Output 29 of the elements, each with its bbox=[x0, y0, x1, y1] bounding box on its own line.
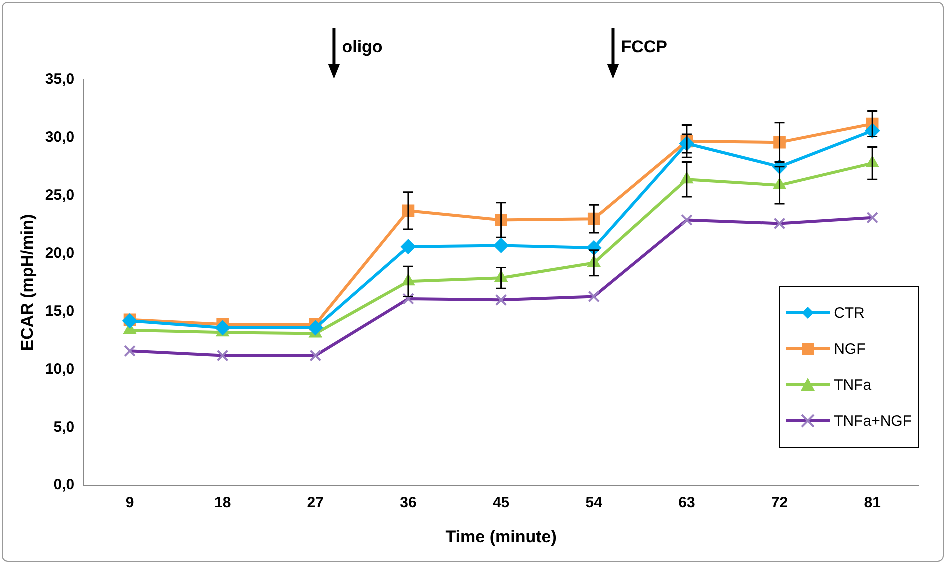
x-tick-label: 9 bbox=[126, 494, 134, 512]
legend-label: TNFa+NGF bbox=[834, 412, 912, 430]
y-tick-label: 5,0 bbox=[54, 418, 75, 436]
x-axis-title: Time (minute) bbox=[446, 527, 557, 546]
x-tick-label: 45 bbox=[492, 494, 510, 512]
y-tick-label: 25,0 bbox=[45, 187, 75, 204]
point bbox=[308, 320, 324, 336]
x-tick-label: 63 bbox=[678, 494, 696, 512]
y-tick-label: 30,0 bbox=[45, 129, 75, 146]
x-tick-label: 18 bbox=[214, 494, 232, 512]
legend-label: CTR bbox=[834, 304, 865, 322]
x-tick-label: 36 bbox=[400, 494, 417, 512]
point bbox=[400, 239, 416, 254]
point bbox=[215, 320, 230, 336]
y-axis-title: ECAR (mpH/min) bbox=[18, 214, 37, 352]
point bbox=[494, 238, 509, 254]
x-tick-label: 72 bbox=[771, 494, 788, 512]
y-tick-label: 0,0 bbox=[54, 476, 75, 494]
y-tick-label: 10,0 bbox=[45, 360, 75, 378]
legend-label: TNFa bbox=[834, 376, 872, 394]
y-tick-label: 20,0 bbox=[45, 244, 75, 262]
x-tick-label: 27 bbox=[307, 494, 324, 512]
legend-label: NGF bbox=[834, 340, 866, 358]
x-tick-label: 81 bbox=[864, 494, 881, 512]
text: oligo bbox=[342, 38, 383, 57]
y-tick-label: 15,0 bbox=[45, 302, 75, 320]
text: FCCP bbox=[621, 38, 668, 57]
y-tick-label: 35,0 bbox=[45, 71, 75, 88]
x-tick-label: 54 bbox=[586, 494, 604, 512]
